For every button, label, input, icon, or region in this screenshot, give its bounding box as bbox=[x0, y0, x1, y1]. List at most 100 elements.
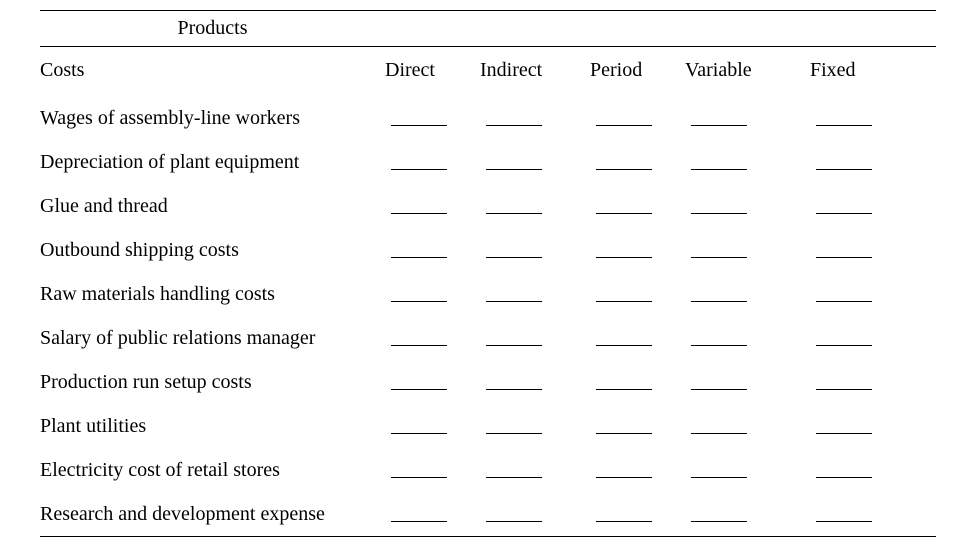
blank-cell[interactable] bbox=[590, 150, 685, 174]
blank-cell[interactable] bbox=[590, 106, 685, 130]
blank-line bbox=[391, 370, 447, 390]
row-label: Salary of public relations manager bbox=[40, 327, 385, 350]
table-header: Products Costs Direct Indirect Period Va… bbox=[40, 17, 936, 96]
spanner-title: Products bbox=[40, 17, 385, 46]
blank-cell[interactable] bbox=[385, 194, 480, 218]
blank-cell[interactable] bbox=[385, 458, 480, 482]
blank-line bbox=[596, 458, 652, 478]
blank-cell[interactable] bbox=[480, 282, 590, 306]
blank-cell[interactable] bbox=[810, 326, 930, 350]
blank-line bbox=[691, 370, 747, 390]
blank-cell[interactable] bbox=[685, 502, 810, 526]
blank-cell[interactable] bbox=[810, 282, 930, 306]
blank-cell[interactable] bbox=[685, 150, 810, 174]
blank-line bbox=[596, 370, 652, 390]
table-row: Plant utilities bbox=[40, 404, 936, 448]
blank-cell[interactable] bbox=[480, 326, 590, 350]
blank-cell[interactable] bbox=[385, 502, 480, 526]
row-label: Plant utilities bbox=[40, 415, 385, 438]
row-label: Glue and thread bbox=[40, 195, 385, 218]
blank-cell[interactable] bbox=[685, 282, 810, 306]
table-row: Depreciation of plant equipment bbox=[40, 140, 936, 184]
blank-line bbox=[691, 150, 747, 170]
row-label: Electricity cost of retail stores bbox=[40, 459, 385, 482]
blank-cell[interactable] bbox=[480, 458, 590, 482]
blank-cell[interactable] bbox=[810, 458, 930, 482]
blank-line bbox=[691, 238, 747, 258]
blank-cell[interactable] bbox=[385, 238, 480, 262]
table-row: Production run setup costs bbox=[40, 360, 936, 404]
blank-cell[interactable] bbox=[685, 238, 810, 262]
blank-cell[interactable] bbox=[590, 414, 685, 438]
table-row: Electricity cost of retail stores bbox=[40, 448, 936, 492]
blank-line bbox=[486, 370, 542, 390]
blank-line bbox=[391, 458, 447, 478]
blank-cell[interactable] bbox=[590, 194, 685, 218]
blank-line bbox=[816, 282, 872, 302]
blank-cell[interactable] bbox=[480, 370, 590, 394]
blank-line bbox=[816, 194, 872, 214]
blank-line bbox=[391, 150, 447, 170]
table-row: Research and development expense bbox=[40, 492, 936, 536]
row-label: Outbound shipping costs bbox=[40, 239, 385, 262]
row-label: Wages of assembly-line workers bbox=[40, 107, 385, 130]
blank-cell[interactable] bbox=[590, 502, 685, 526]
blank-cell[interactable] bbox=[480, 502, 590, 526]
blank-cell[interactable] bbox=[590, 370, 685, 394]
column-header-period: Period bbox=[590, 59, 685, 82]
blank-cell[interactable] bbox=[810, 106, 930, 130]
blank-cell[interactable] bbox=[385, 370, 480, 394]
table-row: Glue and thread bbox=[40, 184, 936, 228]
blank-cell[interactable] bbox=[810, 194, 930, 218]
blank-cell[interactable] bbox=[685, 326, 810, 350]
table-row: Raw materials handling costs bbox=[40, 272, 936, 316]
table-row: Salary of public relations manager bbox=[40, 316, 936, 360]
blank-cell[interactable] bbox=[590, 458, 685, 482]
table-row: Wages of assembly-line workers bbox=[40, 96, 936, 140]
column-header-indirect: Indirect bbox=[480, 59, 590, 82]
blank-cell[interactable] bbox=[685, 458, 810, 482]
blank-line bbox=[596, 150, 652, 170]
blank-cell[interactable] bbox=[810, 238, 930, 262]
blank-line bbox=[486, 326, 542, 346]
blank-cell[interactable] bbox=[480, 238, 590, 262]
blank-line bbox=[596, 194, 652, 214]
blank-line bbox=[486, 502, 542, 522]
top-rule bbox=[40, 10, 936, 17]
row-label: Depreciation of plant equipment bbox=[40, 151, 385, 174]
blank-cell[interactable] bbox=[385, 150, 480, 174]
blank-cell[interactable] bbox=[480, 150, 590, 174]
blank-cell[interactable] bbox=[685, 194, 810, 218]
blank-cell[interactable] bbox=[385, 282, 480, 306]
blank-cell[interactable] bbox=[810, 370, 930, 394]
blank-line bbox=[391, 502, 447, 522]
column-header-direct: Direct bbox=[385, 59, 480, 82]
blank-line bbox=[691, 458, 747, 478]
blank-line bbox=[816, 502, 872, 522]
blank-cell[interactable] bbox=[685, 106, 810, 130]
blank-cell[interactable] bbox=[810, 414, 930, 438]
blank-cell[interactable] bbox=[810, 150, 930, 174]
blank-cell[interactable] bbox=[810, 502, 930, 526]
blank-cell[interactable] bbox=[590, 326, 685, 350]
blank-cell[interactable] bbox=[385, 414, 480, 438]
blank-cell[interactable] bbox=[480, 106, 590, 130]
blank-line bbox=[691, 326, 747, 346]
blank-cell[interactable] bbox=[590, 282, 685, 306]
blank-cell[interactable] bbox=[685, 370, 810, 394]
blank-cell[interactable] bbox=[685, 414, 810, 438]
blank-cell[interactable] bbox=[480, 414, 590, 438]
cost-classification-table: Products Costs Direct Indirect Period Va… bbox=[40, 10, 936, 537]
blank-line bbox=[391, 414, 447, 434]
blank-line bbox=[596, 238, 652, 258]
blank-cell[interactable] bbox=[385, 326, 480, 350]
blank-line bbox=[486, 194, 542, 214]
blank-cell[interactable] bbox=[480, 194, 590, 218]
blank-line bbox=[596, 414, 652, 434]
blank-line bbox=[486, 238, 542, 258]
blank-cell[interactable] bbox=[590, 238, 685, 262]
blank-line bbox=[486, 282, 542, 302]
row-label: Production run setup costs bbox=[40, 371, 385, 394]
blank-cell[interactable] bbox=[385, 106, 480, 130]
column-header-costs: Costs bbox=[40, 59, 385, 82]
